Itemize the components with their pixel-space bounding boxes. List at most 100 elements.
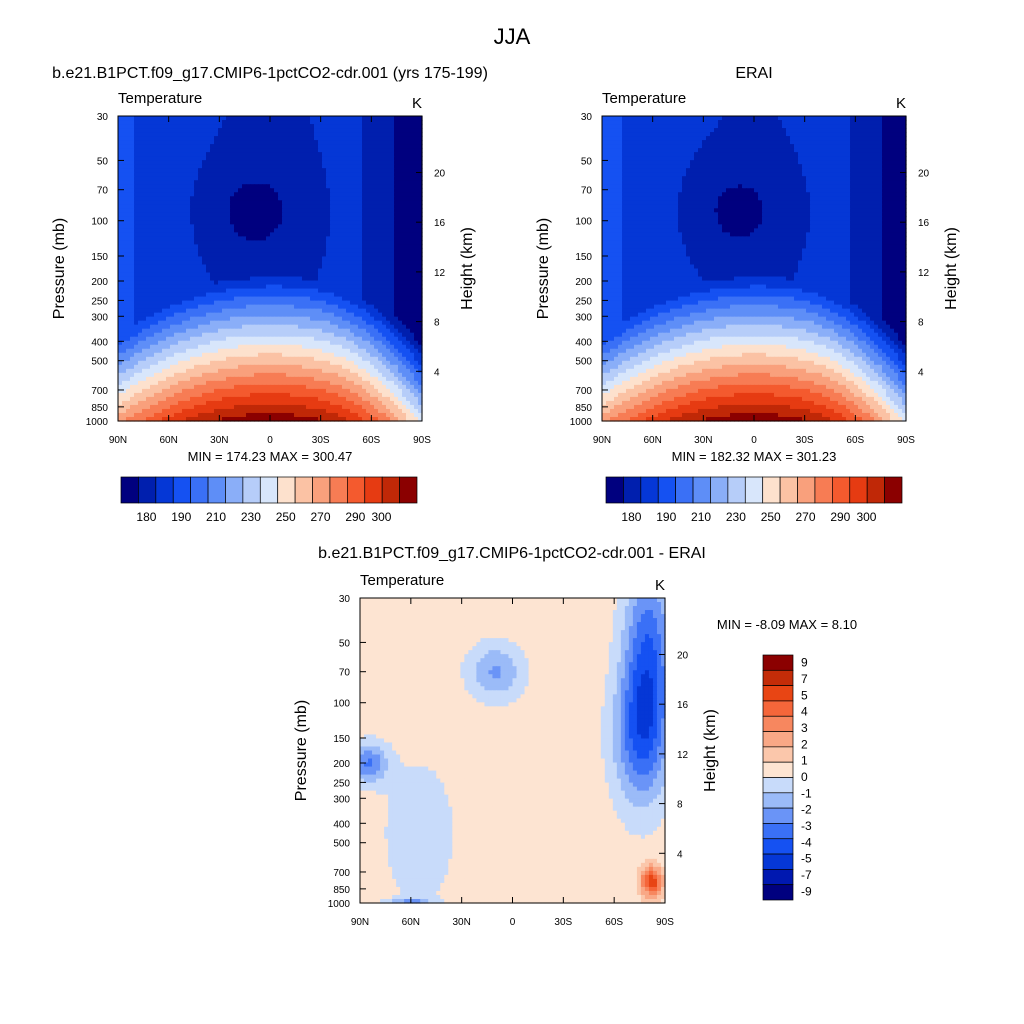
contour-cell [366, 140, 371, 145]
contour-cell [194, 272, 199, 278]
contour-cell [306, 248, 311, 254]
contour-cell [314, 196, 319, 201]
contour-cell [294, 240, 299, 246]
contour-cell [150, 352, 155, 358]
contour-cell [270, 164, 275, 169]
contour-cell [190, 228, 195, 233]
contour-cell [358, 356, 363, 362]
contour-cell [378, 364, 383, 370]
contour-cell [226, 356, 231, 362]
contour-cell [186, 232, 191, 237]
contour-cell [118, 260, 123, 266]
contour-cell [214, 368, 219, 374]
contour-cell [198, 268, 203, 274]
contour-cell [138, 172, 143, 177]
contour-cell [210, 328, 215, 334]
contour-cell [194, 140, 199, 145]
contour-cell [186, 200, 191, 205]
contour-cell [278, 300, 283, 306]
contour-cell [334, 188, 339, 193]
contour-cell [230, 320, 235, 326]
contour-cell [398, 356, 403, 362]
contour-cell [306, 164, 311, 169]
contour-cell [318, 336, 323, 342]
contour-cell [338, 220, 343, 225]
contour-cell [410, 160, 415, 165]
contour-cell [122, 308, 127, 314]
contour-cell [226, 236, 231, 241]
contour-cell [306, 196, 311, 201]
contour-cell [354, 164, 359, 169]
contour-cell [214, 172, 219, 177]
contour-cell [306, 344, 311, 350]
contour-cell [246, 328, 251, 334]
contour-cell [394, 192, 399, 197]
contour-cell [374, 204, 379, 209]
contour-cell [250, 364, 255, 370]
contour-cell [406, 256, 411, 262]
contour-cell [210, 332, 215, 338]
contour-cell [134, 248, 139, 254]
contour-cell [250, 196, 255, 201]
contour-cell [354, 232, 359, 237]
contour-cell [290, 172, 295, 177]
contour-cell [138, 152, 143, 157]
contour-cell [294, 148, 299, 153]
contour-cell [118, 148, 123, 153]
contour-cell [270, 116, 275, 121]
contour-cell [214, 132, 219, 137]
contour-cell [378, 200, 383, 205]
contour-cell [394, 120, 399, 125]
contour-cell [302, 232, 307, 237]
contour-cell [150, 200, 155, 205]
contour-cell [158, 368, 163, 374]
contour-cell [290, 264, 295, 270]
contour-cell [210, 276, 215, 282]
contour-cell [374, 236, 379, 241]
contour-cell [394, 356, 399, 362]
contour-cell [162, 300, 167, 306]
contour-cell [298, 184, 303, 189]
contour-cell [338, 296, 343, 302]
contour-cell [282, 252, 287, 258]
contour-cell [230, 208, 235, 213]
contour-cell [402, 148, 407, 153]
contour-cell [318, 196, 323, 201]
contour-cell [334, 236, 339, 241]
contour-cell [238, 124, 243, 129]
contour-cell [374, 200, 379, 205]
contour-cell [390, 220, 395, 225]
contour-cell [214, 128, 219, 133]
contour-cell [306, 216, 311, 221]
contour-cell [234, 116, 239, 121]
contour-cell [406, 240, 411, 246]
contour-cell [206, 332, 211, 338]
contour-cell [134, 236, 139, 241]
contour-cell [418, 252, 423, 258]
contour-cell [390, 324, 395, 330]
contour-cell [230, 120, 235, 125]
contour-cell [222, 364, 227, 370]
contour-cell [370, 260, 375, 266]
contour-cell [194, 276, 199, 282]
contour-cell [366, 180, 371, 185]
contour-cell [202, 304, 207, 310]
contour-cell [394, 316, 399, 322]
contour-cell [130, 308, 135, 314]
contour-cell [262, 144, 267, 149]
contour-cell [390, 132, 395, 137]
contour-cell [154, 336, 159, 342]
contour-cell [250, 168, 255, 173]
contour-cell [146, 188, 151, 193]
contour-cell [238, 292, 243, 298]
contour-cell [370, 152, 375, 157]
contour-cell [210, 296, 215, 302]
contour-cell [134, 172, 139, 177]
contour-cell [226, 244, 231, 250]
contour-cell [306, 220, 311, 225]
contour-cell [310, 116, 315, 121]
contour-cell [226, 264, 231, 270]
contour-cell [282, 264, 287, 270]
contour-cell [118, 208, 123, 213]
contour-cell [170, 168, 175, 173]
